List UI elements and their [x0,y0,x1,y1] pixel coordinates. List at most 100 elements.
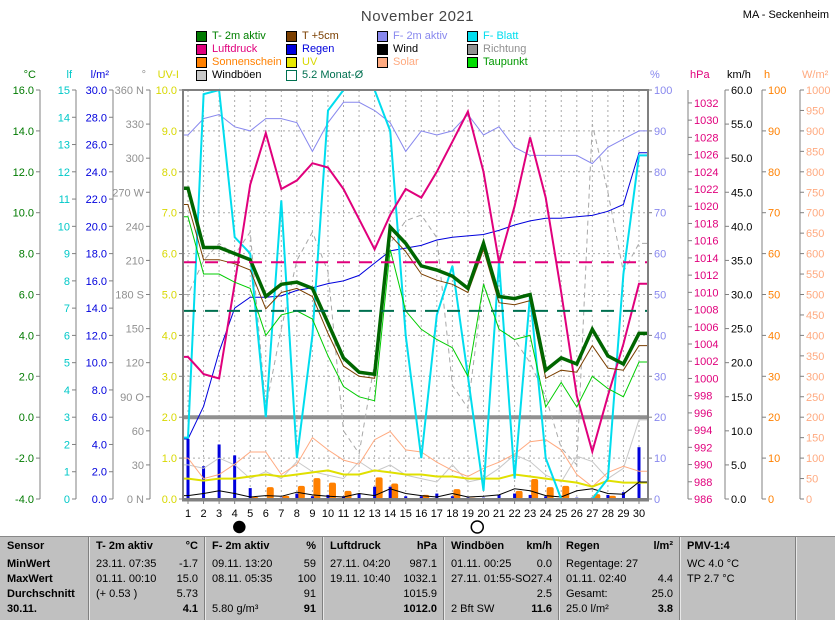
series-Wind [183,481,648,498]
table-cell: PMV-1:4 [687,540,730,552]
svg-text:24.0: 24.0 [86,167,107,179]
series-T +5cm [183,204,648,380]
svg-text:7.0: 7.0 [162,208,177,220]
axis-%: 0 10 20 30 40 50 60 70 80 90 100% [647,69,672,506]
svg-text:13: 13 [58,140,70,152]
svg-text:1012: 1012 [694,270,718,282]
table-row-labels: Sensor MinWert MaxWert Durchschnitt 30.11. [0,537,88,620]
svg-text:988: 988 [694,477,712,489]
legend-item: Regen [286,43,377,56]
svg-text:1006: 1006 [694,322,718,334]
svg-text:0.0: 0.0 [19,412,34,424]
svg-text:270 W: 270 W [112,187,144,199]
svg-text:20.0: 20.0 [86,221,107,233]
svg-text:4.0: 4.0 [19,330,34,342]
full-moon-icon [470,520,485,534]
svg-text:360 N: 360 N [115,85,144,97]
svg-text:12: 12 [353,508,365,520]
table-cell: 4.1 [182,603,198,615]
svg-text:2: 2 [64,439,70,451]
svg-text:850: 850 [806,146,824,158]
svg-text:1004: 1004 [694,339,718,351]
svg-text:26.0: 26.0 [86,140,107,152]
svg-text:13: 13 [368,508,380,520]
table-cell: 1012.0 [403,603,437,615]
svg-text:20: 20 [654,412,666,424]
legend-item: F- 2m aktiv [377,30,467,43]
svg-text:10: 10 [654,453,666,465]
svg-text:10: 10 [322,508,334,520]
svg-text:28: 28 [602,508,614,520]
svg-text:0: 0 [654,494,660,506]
svg-text:70: 70 [654,208,666,220]
axis-unit-label: hPa [690,69,710,81]
axis-unit-label: W/m² [802,69,829,81]
svg-text:992: 992 [694,442,712,454]
svg-text:6.0: 6.0 [92,412,107,424]
svg-text:70: 70 [768,208,780,220]
svg-text:11: 11 [59,194,70,206]
table-cell: T- 2m aktiv °C [96,540,198,552]
svg-text:1: 1 [64,467,70,479]
svg-text:1000: 1000 [806,85,830,97]
table-cell: F- 2m aktiv% [212,540,316,552]
legend-label: Windböen [212,69,262,81]
svg-text:700: 700 [806,208,824,220]
svg-text:1032: 1032 [694,98,718,110]
svg-text:3: 3 [216,508,222,520]
legend-label: Taupunkt [483,56,528,68]
legend-item: UV [286,56,377,69]
table-cell: Durchschnitt [7,588,75,600]
svg-text:25: 25 [555,508,567,520]
table-cell [687,588,789,603]
table-cell: 25.0 l/m² 3.8 [566,603,673,615]
svg-text:7: 7 [64,303,70,315]
legend-label: Solar [393,56,419,68]
table-cell: WC 4.0 °C [687,558,740,570]
table-cell: Regentage: 27 [566,558,639,570]
legend-label: Wind [393,43,419,55]
table-cell: 19.11. 10:40 1032.1 [330,573,437,585]
svg-text:10: 10 [58,221,70,233]
svg-text:900: 900 [806,126,824,138]
table-cell: 01.11. 02:40 4.4 [566,573,673,585]
svg-text:994: 994 [694,425,712,437]
svg-text:0: 0 [64,494,70,506]
svg-text:60: 60 [132,426,144,438]
svg-text:29: 29 [617,508,629,520]
table-cell: 5.80 g/m³ 91 [212,603,316,615]
axis-unit-label: km/h [727,69,751,81]
svg-text:-2.0: -2.0 [15,453,34,465]
svg-text:15.0: 15.0 [731,392,752,404]
svg-text:20: 20 [477,508,489,520]
svg-text:6: 6 [64,330,70,342]
svg-text:3: 3 [64,412,70,424]
axis-unit-label: lf [67,69,73,81]
svg-text:30: 30 [768,371,780,383]
legend-swatch-icon [377,31,388,42]
legend-item: Solar [377,56,467,69]
svg-text:2.0: 2.0 [92,467,107,479]
svg-text:10: 10 [768,453,780,465]
axis-UV-I: 0.0 1.0 2.0 3.0 4.0 5.0 6.0 7.0 8.0 9.0 10.0 UV-I [156,69,184,506]
axis-°C: -4.0 -2.0 0.0 2.0 4.0 6.0 8.0 10.0 12.0 14.0 16.0 °… [13,69,41,506]
table-col-Regen: Regen l/m² Regentage: 27 01.11. 02:40 4.4 Ges… [558,537,680,620]
svg-text:1014: 1014 [694,253,718,265]
svg-text:40: 40 [654,330,666,342]
table-cell: 08.11. 05:35 100 [212,573,316,585]
svg-text:1: 1 [185,508,191,520]
table-col-Luftdruck: Luftdruck hPa 27.11. 04:20 987.1 19.11. 10:4… [322,537,444,620]
svg-text:1010: 1010 [694,287,718,299]
axis-unit-label: UV-I [158,69,179,81]
legend-swatch-icon [196,31,207,42]
table-col-PMV-1:4: PMV-1:4 WC 4.0 °C TP 2.7 °C [679,537,796,620]
table-cell: 27.11. 01:55-SO 27.4 [451,573,552,585]
series-T- 2m aktiv [183,186,648,377]
svg-text:800: 800 [806,167,824,179]
svg-text:16.0: 16.0 [86,276,107,288]
svg-text:100: 100 [654,85,672,97]
svg-text:60: 60 [654,249,666,261]
svg-text:1002: 1002 [694,356,718,368]
legend-label: Richtung [483,43,527,55]
chart-legend: T- 2m aktiv T +5cm F- 2m aktiv F- Blatt Luft… [196,30,587,82]
